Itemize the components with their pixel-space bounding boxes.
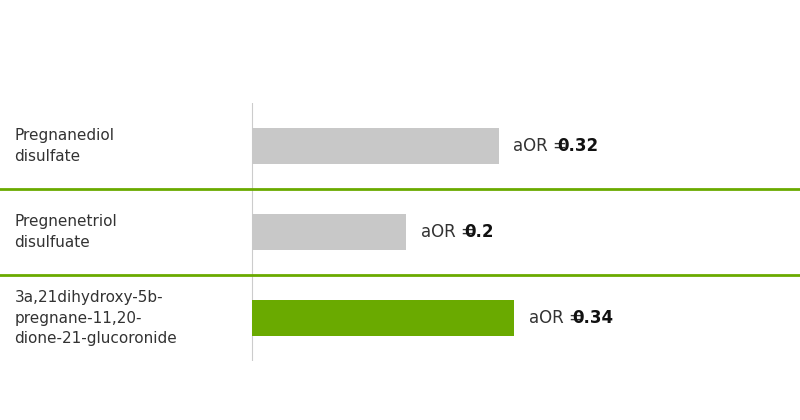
Text: aOR =: aOR = [514, 137, 572, 155]
Text: aOR =: aOR = [421, 223, 480, 241]
Text: 0.34: 0.34 [573, 309, 614, 327]
Text: aOR =: aOR = [529, 309, 588, 327]
Bar [252, 300, 514, 336]
Bar [252, 128, 499, 164]
Text: Pregnenetriol
disulfuate: Pregnenetriol disulfuate [14, 214, 117, 250]
Text: 0.32: 0.32 [558, 137, 598, 155]
Text: Pregnanediol
disulfate: Pregnanediol disulfate [14, 128, 114, 164]
Text: 3a,21dihydroxy-5b-
pregnane-11,20-
dione-21-glucoronide: 3a,21dihydroxy-5b- pregnane-11,20- dione… [14, 290, 177, 346]
Text: Inverse associations between childhood asthma: Inverse associations between childhood a… [117, 26, 683, 46]
Text: at age 5 years and adrenal steroid metabolites:: at age 5 years and adrenal steroid metab… [118, 67, 682, 87]
Text: 0.2: 0.2 [465, 223, 494, 241]
Bar [252, 214, 406, 250]
